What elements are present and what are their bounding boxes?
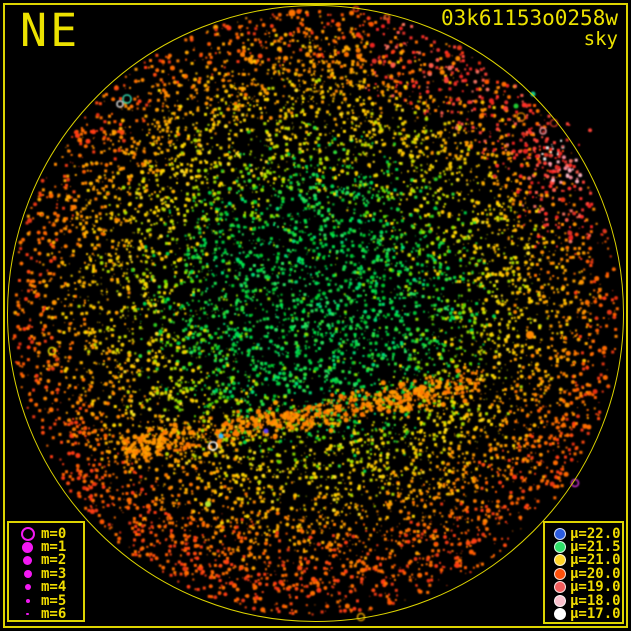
filled-circle-marker-icon — [554, 567, 566, 580]
m-legend-label: m=3 — [41, 565, 67, 582]
mu-legend-marker-cell — [550, 554, 570, 567]
m-legend-row: m=1 — [14, 539, 83, 556]
mu-legend-marker-cell — [550, 567, 570, 580]
filled-circle-marker-icon — [26, 612, 29, 616]
m-legend-row: m=6 — [14, 606, 83, 623]
exposure-title: 03k61153o0258w — [440, 6, 618, 30]
mu-legend-marker-cell — [550, 541, 570, 554]
filled-circle-marker-icon — [554, 581, 566, 594]
mu-legend-row: μ=20.0 — [550, 565, 622, 582]
mu-legend-label: μ=17.0 — [570, 606, 621, 623]
filled-circle-marker-icon — [22, 541, 33, 553]
mu-legend-marker-cell — [550, 527, 570, 540]
m-legend-row: m=0 — [14, 525, 83, 542]
filled-circle-marker-icon — [554, 594, 566, 607]
m-legend-label: m=4 — [41, 579, 67, 596]
filled-circle-marker-icon — [554, 527, 566, 540]
filled-circle-marker-icon — [554, 541, 566, 554]
title-block: 03k61153o0258w sky — [441, 7, 618, 50]
plot-frame — [3, 3, 628, 628]
m-legend-label: m=5 — [41, 592, 67, 609]
mu-legend-label: μ=22.0 — [570, 525, 621, 542]
orientation-label: NE — [20, 4, 81, 57]
mu-legend-row: μ=18.0 — [550, 592, 622, 609]
mu-legend-label: μ=19.0 — [570, 579, 621, 596]
filled-circle-marker-icon — [554, 554, 566, 567]
filled-circle-marker-icon — [554, 608, 566, 621]
m-legend-row: m=4 — [14, 579, 83, 596]
mu-legend-label: μ=20.0 — [570, 565, 621, 582]
mu-legend-row: μ=21.5 — [550, 539, 622, 556]
plot-type-label: sky — [583, 28, 618, 51]
sky-field-boundary-circle — [7, 5, 624, 622]
mu-legend-label: μ=21.5 — [570, 539, 621, 556]
m-legend-marker-cell — [14, 584, 41, 591]
mu-legend-label: μ=18.0 — [570, 592, 621, 609]
mu-legend-marker-cell — [550, 581, 570, 594]
magnitude-legend: μ=22.0 μ=21.5 μ=21.0 μ=20.0 μ=19.0 μ=18.0 μ=17… — [543, 521, 624, 624]
filled-circle-marker-icon — [24, 584, 31, 591]
filled-circle-marker-icon — [25, 598, 30, 603]
m-legend-row: m=5 — [14, 592, 83, 609]
filled-circle-marker-icon — [23, 569, 32, 578]
m-legend-row: m=2 — [14, 552, 83, 569]
m-legend-marker-cell — [14, 555, 41, 565]
mu-legend-label: μ=21.0 — [570, 552, 621, 569]
m-legend-marker-cell — [14, 526, 41, 541]
m-legend-label: m=2 — [41, 552, 67, 569]
mu-legend-row: μ=17.0 — [550, 606, 622, 623]
filled-circle-marker-icon — [23, 555, 32, 565]
m-legend-row: m=3 — [14, 565, 83, 582]
m-legend-marker-cell — [14, 612, 41, 616]
open-circle-marker-icon — [20, 526, 35, 541]
m-legend-marker-cell — [14, 598, 41, 603]
mu-legend-marker-cell — [550, 594, 570, 607]
m-legend-label: m=0 — [41, 525, 67, 542]
m-legend-label: m=1 — [41, 539, 67, 556]
mu-legend-row: μ=19.0 — [550, 579, 622, 596]
mu-legend-row: μ=22.0 — [550, 525, 622, 542]
mu-legend-marker-cell — [550, 608, 570, 621]
m-legend-marker-cell — [14, 569, 41, 578]
m-legend-label: m=6 — [41, 606, 67, 623]
multiplicity-legend: m=0 m=1 m=2 m=3 m=4 m=5 m=6 — [7, 521, 85, 622]
mu-legend-row: μ=21.0 — [550, 552, 622, 569]
m-legend-marker-cell — [14, 541, 41, 553]
